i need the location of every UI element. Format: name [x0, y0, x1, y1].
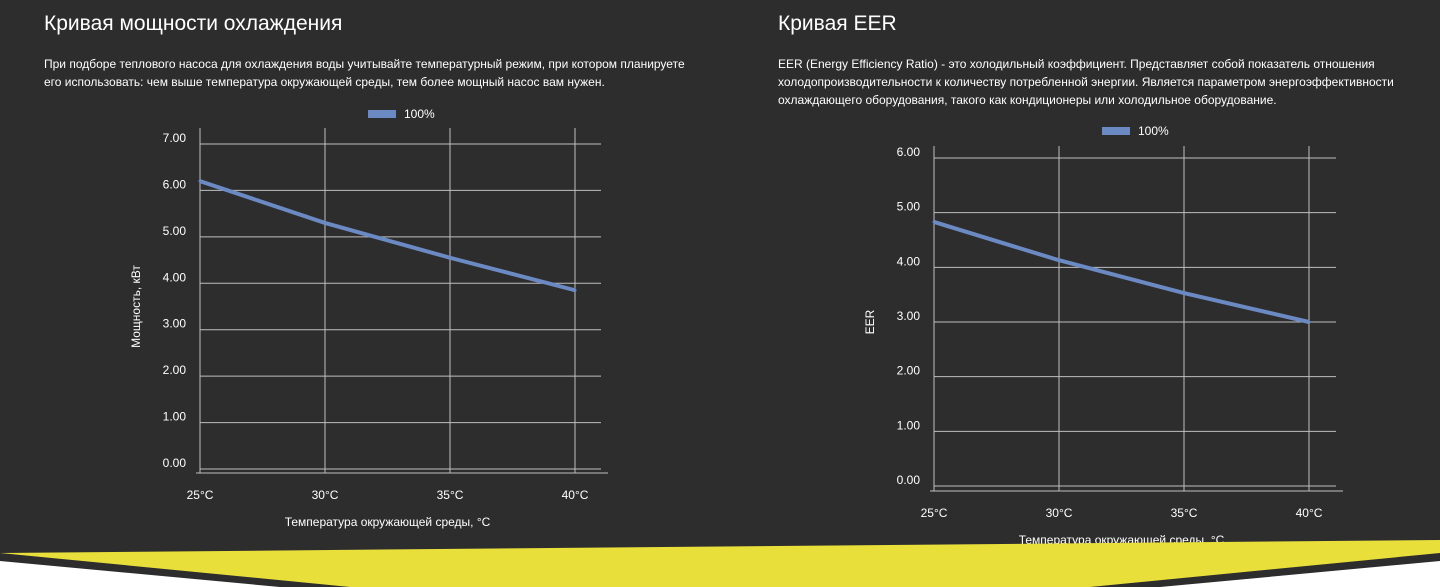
- legend-swatch: [1102, 127, 1130, 135]
- y-tick-label: 5.00: [163, 224, 187, 238]
- x-tick-label: 35°C: [1171, 506, 1198, 520]
- x-tick-label: 30°C: [312, 488, 339, 502]
- y-tick-label: 2.00: [163, 363, 187, 377]
- footer-white-area: [0, 561, 1440, 587]
- y-tick-label: 1.00: [163, 410, 187, 424]
- x-axis-title: Температура окружающей среды, °C: [285, 515, 491, 529]
- x-tick-label: 40°C: [562, 488, 589, 502]
- footer-wave: [0, 540, 1440, 587]
- series-line: [199, 179, 576, 293]
- x-tick-label: 25°C: [187, 488, 214, 502]
- x-tick-label: 40°C: [1296, 506, 1323, 520]
- description-line: EER (Energy Efficiency Ratio) - это холо…: [778, 57, 1375, 71]
- y-tick-label: 5.00: [897, 200, 921, 214]
- cooling-curve-description: При подборе теплового насоса для охлажде…: [44, 55, 685, 91]
- series-line: [933, 220, 1310, 324]
- cooling-power-chart: 0.00 1.00 2.00 3.00 4.00 5.00 6.00 7.00 25°C 30°C…: [129, 107, 608, 529]
- data-point: [1182, 291, 1186, 295]
- cooling-curve-title: Кривая мощности охлаждения: [44, 12, 343, 35]
- description-line: охлаждающего оборудования, такого как ко…: [778, 93, 1277, 107]
- data-point: [448, 256, 452, 260]
- x-tick-label: 30°C: [1046, 506, 1073, 520]
- footer-accent-stripe: [0, 540, 1440, 587]
- description-line: При подборе теплового насоса для охлажде…: [44, 57, 685, 71]
- data-point: [1307, 320, 1311, 324]
- y-axis-title: EER: [863, 309, 877, 334]
- x-tick-label: 25°C: [921, 506, 948, 520]
- legend-label: 100%: [1138, 124, 1169, 138]
- data-point: [932, 220, 936, 224]
- data-point: [573, 288, 577, 292]
- y-tick-label: 6.00: [897, 145, 921, 159]
- legend-swatch: [368, 110, 396, 118]
- x-tick-label: 35°C: [437, 488, 464, 502]
- data-point: [1057, 258, 1061, 262]
- y-axis-title: Мощность, кВт: [129, 265, 143, 348]
- eer-curve-title: Кривая EER: [778, 12, 897, 35]
- y-tick-label: 2.00: [897, 364, 921, 378]
- legend-label: 100%: [404, 107, 435, 121]
- eer-curve-description: EER (Energy Efficiency Ratio) - это холо…: [778, 55, 1394, 109]
- y-tick-label: 0.00: [897, 473, 921, 487]
- description-line: холодопроизводительности к количеству по…: [778, 75, 1394, 89]
- data-point: [323, 221, 327, 225]
- y-tick-label: 4.00: [897, 254, 921, 268]
- data-point: [198, 179, 202, 183]
- description-line: его использовать: чем выше температура о…: [44, 75, 605, 89]
- y-tick-label: 6.00: [163, 177, 187, 191]
- y-tick-label: 7.00: [163, 131, 187, 145]
- y-tick-label: 0.00: [163, 456, 187, 470]
- y-tick-label: 3.00: [163, 317, 187, 331]
- y-tick-label: 3.00: [897, 309, 921, 323]
- y-tick-label: 1.00: [897, 418, 921, 432]
- y-tick-label: 4.00: [163, 270, 187, 284]
